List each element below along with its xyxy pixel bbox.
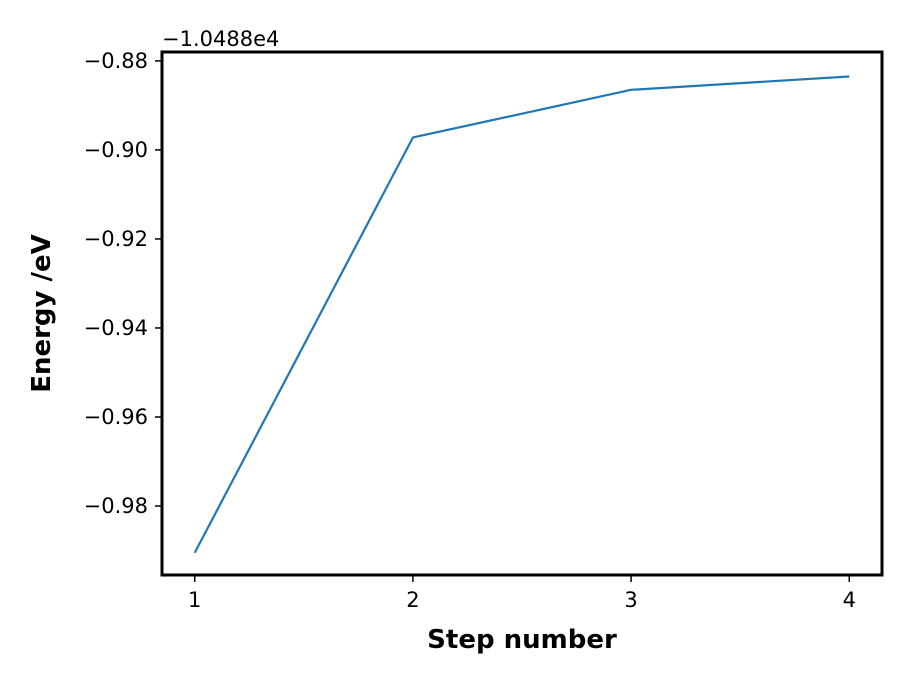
y-tick-label: −0.96 xyxy=(84,405,148,429)
x-axis-title: Step number xyxy=(427,625,617,655)
y-tick-label: −0.92 xyxy=(84,227,148,251)
energy-series-line xyxy=(193,75,850,554)
y-tick-label: −0.98 xyxy=(84,494,148,518)
y-tick-label: −0.90 xyxy=(84,138,148,162)
series-layer xyxy=(193,75,850,554)
plot-frame xyxy=(160,50,884,577)
x-tick-label: 3 xyxy=(624,588,637,612)
x-tick-label: 4 xyxy=(843,588,856,612)
ticks-layer: 1 2 3 4 −0.98 −0.96 −0.94 −0.92 −0.90 −0.88 xyxy=(84,49,856,612)
x-tick-label: 2 xyxy=(406,588,419,612)
y-tick-label: −0.94 xyxy=(84,316,148,340)
y-tick-label: −0.88 xyxy=(84,49,148,73)
y-offset-label: −1.0488e4 xyxy=(162,27,279,51)
y-axis-title: Energy /eV xyxy=(27,234,57,393)
x-tick-label: 1 xyxy=(188,588,201,612)
